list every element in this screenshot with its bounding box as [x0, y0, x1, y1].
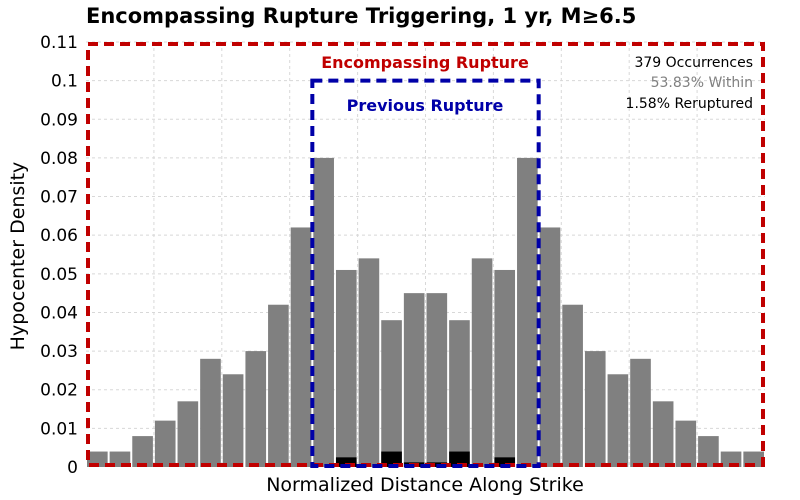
- chart-title: Encompassing Rupture Triggering, 1 yr, M…: [86, 4, 636, 28]
- bar-within: [517, 157, 538, 467]
- bar-within: [494, 269, 516, 467]
- bar-within: [675, 420, 697, 467]
- bar-within: [358, 258, 380, 467]
- bar-within: [562, 304, 583, 467]
- bar-within: [630, 358, 651, 467]
- bar-within: [607, 374, 629, 467]
- bar-within: [584, 351, 606, 467]
- bar-within: [471, 258, 493, 467]
- y-tick-label: 0.06: [40, 226, 78, 246]
- bar-within: [539, 227, 561, 467]
- bar-reruptured: [494, 457, 516, 467]
- bar-within: [268, 304, 289, 467]
- bar-within: [222, 374, 244, 467]
- y-tick-label: 0.01: [40, 419, 78, 439]
- y-axis-ticks: 0 0.01 0.02 0.03 0.04 0.05 0.06 0.07 0.08 0.09 0.1…: [40, 33, 78, 478]
- bar-within: [403, 293, 425, 467]
- encompassing-rupture-label: Encompassing Rupture: [321, 53, 529, 72]
- bars: [87, 157, 764, 467]
- rupture-boxes: [86, 42, 765, 469]
- within-stat: 53.83% Within: [651, 75, 753, 91]
- bar-within: [652, 401, 674, 467]
- y-tick-label: 0.04: [40, 303, 78, 323]
- y-tick-label: 0.05: [40, 265, 78, 285]
- previous-rupture-label: Previous Rupture: [347, 96, 504, 115]
- y-axis-label: Hypocenter Density: [7, 162, 29, 351]
- bar-reruptured: [335, 457, 357, 467]
- bar-within: [290, 227, 312, 467]
- bar-within: [154, 420, 176, 467]
- x-axis-label: Normalized Distance Along Strike: [266, 474, 584, 496]
- bar-within: [245, 351, 267, 467]
- y-tick-label: 0.03: [40, 342, 78, 362]
- bar-within: [200, 358, 221, 467]
- y-tick-label: 0.08: [40, 149, 78, 169]
- bar-within: [698, 436, 719, 467]
- occurrences-stat: 379 Occurrences: [634, 55, 753, 71]
- y-tick-label: 0.07: [40, 188, 78, 208]
- y-tick-label: 0: [67, 458, 78, 478]
- bar-within: [177, 401, 199, 467]
- bar-within: [313, 157, 334, 467]
- y-tick-label: 0.02: [40, 381, 78, 401]
- y-tick-label: 0.11: [40, 33, 78, 53]
- y-tick-label: 0.1: [51, 72, 78, 92]
- reruptured-stat: 1.58% Reruptured: [626, 96, 753, 112]
- previous-rupture-box: [310, 78, 541, 469]
- bar-within: [449, 320, 470, 467]
- bar-within: [335, 269, 357, 467]
- bar-within: [381, 320, 402, 467]
- y-tick-label: 0.09: [40, 110, 78, 130]
- bar-within: [132, 436, 153, 467]
- bar-within: [426, 293, 448, 467]
- grid-lines: [86, 41, 765, 467]
